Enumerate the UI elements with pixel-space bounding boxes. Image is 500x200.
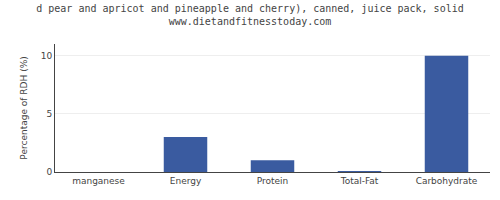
- svg-text:Total-Fat: Total-Fat: [340, 176, 379, 186]
- svg-text:0: 0: [46, 167, 52, 177]
- svg-text:10: 10: [41, 51, 53, 61]
- svg-text:5: 5: [46, 109, 52, 119]
- svg-text:Protein: Protein: [257, 176, 289, 186]
- svg-text:Energy: Energy: [170, 176, 202, 186]
- svg-text:manganese: manganese: [72, 176, 125, 186]
- svg-text:Carbohydrate: Carbohydrate: [416, 176, 478, 186]
- svg-text:Percentage of RDH (%): Percentage of RDH (%): [19, 56, 29, 159]
- svg-text:d pear and apricot and pineapp: d pear and apricot and pineapple and che…: [36, 3, 463, 27]
